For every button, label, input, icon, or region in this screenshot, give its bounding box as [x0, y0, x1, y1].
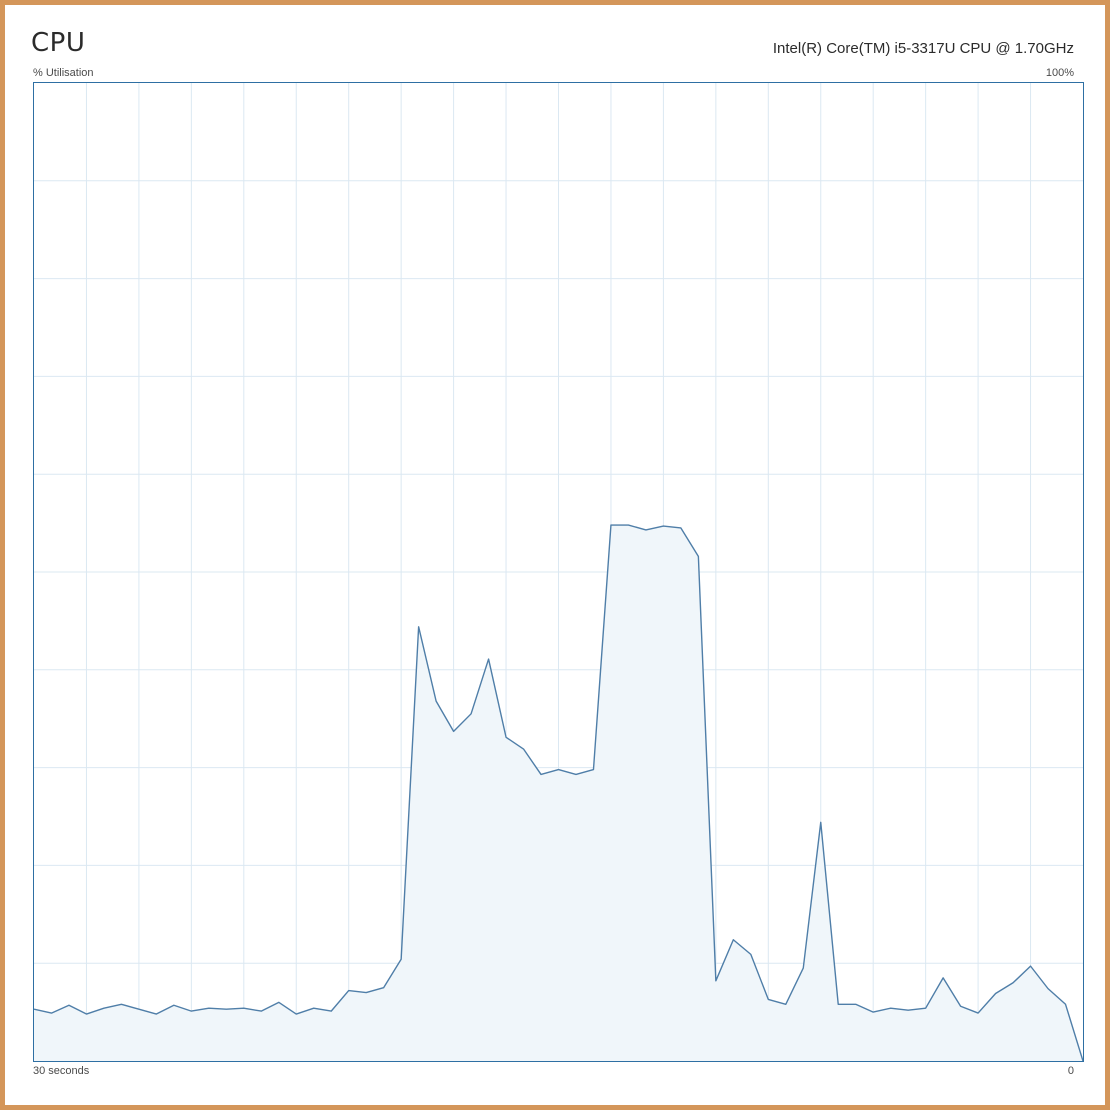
- x-axis-start-label: 30 seconds: [33, 1065, 90, 1077]
- page-title: CPU: [31, 28, 86, 58]
- cpu-utilisation-graph: [33, 82, 1084, 1062]
- cpu-usage-line: [34, 524, 1083, 1061]
- y-axis-label: % Utilisation: [33, 67, 94, 79]
- cpu-usage-area: [34, 525, 1083, 1061]
- x-axis-end-label: 0: [1067, 1065, 1074, 1077]
- y-axis-max-label: 100%: [1045, 67, 1074, 79]
- graph-grid: [34, 83, 1083, 1061]
- cpu-model-name: Intel(R) Core(TM) i5-3317U CPU @ 1.70GHz: [772, 40, 1074, 57]
- cpu-graph-svg: [34, 83, 1083, 1061]
